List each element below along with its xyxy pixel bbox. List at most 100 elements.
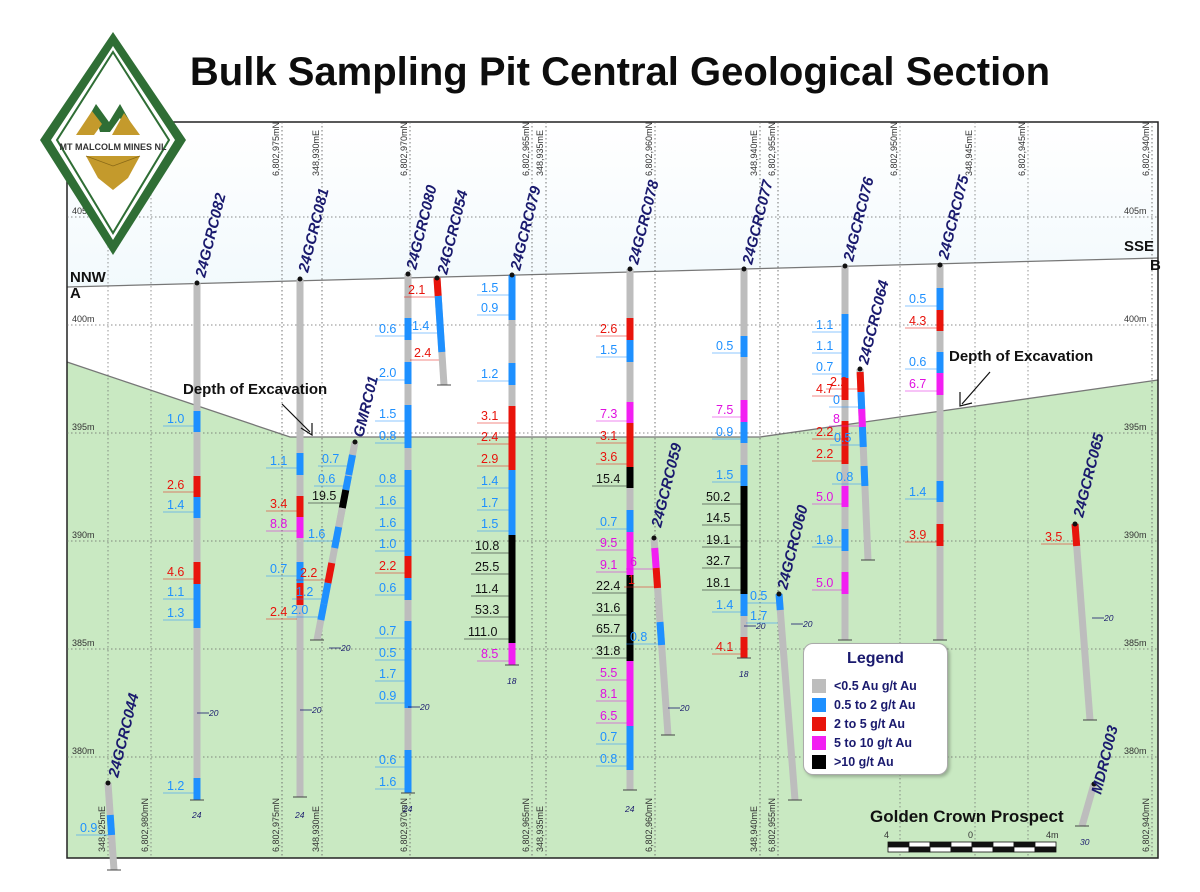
- legend-title: Legend: [847, 650, 904, 667]
- logo-mountain-gold-right: [112, 113, 140, 135]
- hole-collar: [842, 263, 848, 269]
- scale-segment: [1034, 841, 1057, 848]
- grade-value: 2.2: [379, 559, 396, 573]
- grade-value: 6.5: [600, 709, 617, 723]
- grade-value: 1.7: [481, 496, 498, 510]
- scale-segment: [971, 846, 994, 853]
- section-end-right: SSE: [1124, 238, 1154, 255]
- grade-value: 4.3: [909, 314, 926, 328]
- grade-value: 0.7: [600, 730, 617, 744]
- hole-collar: [651, 535, 657, 541]
- grade-value: 4.6: [167, 565, 184, 579]
- excavation-label-right: Depth of Excavation: [949, 348, 1093, 365]
- grid-label-top: 6,802,965mN: [521, 122, 531, 176]
- prospect-name: Golden Crown Prospect: [870, 807, 1064, 826]
- grade-value: 3.1: [600, 429, 617, 443]
- grade-value: 0.6: [909, 355, 926, 369]
- elevation-label-right: 385m: [1124, 638, 1147, 648]
- grade-value: 8.1: [600, 687, 617, 701]
- grade-value: 1.0: [167, 412, 184, 426]
- grade-value: 31.6: [596, 601, 620, 615]
- depth-marker-label: 20: [755, 621, 766, 631]
- grade-value: 8: [833, 412, 840, 426]
- elevation-label-left: 395m: [72, 422, 95, 432]
- grade-value: 0.5: [909, 292, 926, 306]
- section-annotations: NNW SSE A B Depth of Excavation Depth of Exca…: [70, 238, 1161, 826]
- excavation-arrow-left: [281, 403, 311, 433]
- grade-interval: [858, 408, 866, 428]
- grade-value: 4.1: [716, 640, 733, 654]
- grade-value: 0.9: [481, 301, 498, 315]
- grid-label-bottom: 6,802,965mN: [521, 798, 531, 852]
- grade-value: 2.2: [300, 566, 317, 580]
- grade-value: 1.4: [909, 485, 926, 499]
- grade-value: 1.9: [816, 533, 833, 547]
- grid-label-bottom: 6,802,960mN: [644, 798, 654, 852]
- hole-depth-label: 24: [402, 804, 413, 814]
- depth-marker-label: 20: [1103, 613, 1114, 623]
- grade-value: 8.5: [481, 647, 498, 661]
- grade-value: 2.6: [167, 478, 184, 492]
- legend-label: 5 to 10 g/t Au: [834, 736, 913, 750]
- grade-value: 1.6: [379, 494, 396, 508]
- grade-value: 3.6: [600, 450, 617, 464]
- grade-value: 2.4: [481, 430, 498, 444]
- depth-marker-label: 20: [208, 708, 219, 718]
- hole-collar: [194, 280, 200, 286]
- grade-value: 5.5: [600, 666, 617, 680]
- scale-segment: [971, 841, 994, 848]
- hole-trace: [775, 593, 799, 801]
- elevation-label-left: 385m: [72, 638, 95, 648]
- legend-label: <0.5 Au g/t Au: [834, 679, 917, 693]
- surface-line: [66, 257, 1159, 288]
- grade-value: 0.6: [318, 472, 335, 486]
- frame-border: [66, 121, 1159, 859]
- grid-label-top: 6,802,950mN: [889, 122, 899, 176]
- depth-marker-label: 20: [679, 703, 690, 713]
- section-end-left: NNW: [70, 269, 107, 286]
- section-frame: [66, 121, 1159, 859]
- legend-item: <0.5 Au g/t Au: [812, 677, 917, 695]
- elevation-label-left: 390m: [72, 530, 95, 540]
- hole-depth-label: 24: [294, 810, 305, 820]
- grade-value: 11.4: [475, 582, 498, 596]
- grade-value: 22.4: [596, 579, 620, 593]
- grade-interval: [652, 567, 662, 589]
- grade-value: 32.7: [706, 554, 730, 568]
- grade-value: 0.9: [80, 821, 97, 835]
- grade-value: 1.4: [412, 319, 429, 333]
- grid-label-top: 348,945mE: [964, 130, 974, 176]
- legend-label: 0.5 to 2 g/t Au: [834, 698, 916, 712]
- grade-value: 0.6: [379, 581, 396, 595]
- grade-value: 2.2: [830, 375, 847, 389]
- drill-hole: 24GCRC0800.62.01.50.80.81.61.61.02.20.60…: [375, 183, 441, 814]
- grade-value: 0.7: [322, 452, 339, 466]
- grade-value: 0.7: [816, 360, 833, 374]
- grade-value: 1.2: [167, 779, 184, 793]
- grade-value: 0.7: [379, 624, 396, 638]
- grade-interval: [860, 465, 869, 487]
- grid-label-bottom: 348,935mE: [535, 806, 545, 852]
- depth-marker-label: 20: [340, 643, 351, 653]
- grade-value: 0.5: [750, 589, 767, 603]
- hole-collar: [1072, 521, 1078, 527]
- legend-label: >10 g/t Au: [834, 755, 894, 769]
- scale-segment: [1034, 846, 1057, 853]
- grade-value: 50.2: [706, 490, 730, 504]
- scale-bar: 4 0 4m: [884, 830, 1059, 853]
- grade-value: 0.5: [834, 431, 851, 445]
- grade-value: 65.7: [596, 622, 620, 636]
- grade-interval: [317, 603, 328, 621]
- legend-swatch: [812, 679, 826, 693]
- elevation-label-left: 400m: [72, 314, 95, 324]
- grade-value: 7.3: [600, 407, 617, 421]
- legend-item: 2 to 5 g/t Au: [812, 715, 905, 733]
- grid-label-top: 6,802,960mN: [644, 122, 654, 176]
- grade-value: 0: [833, 393, 840, 407]
- grid-label-top: 348,940mE: [749, 130, 759, 176]
- grade-interval: [656, 621, 666, 646]
- grade-value: 0.8: [630, 630, 647, 644]
- grade-value: 1.5: [481, 517, 498, 531]
- grid-label-top: 6,802,945mN: [1017, 122, 1027, 176]
